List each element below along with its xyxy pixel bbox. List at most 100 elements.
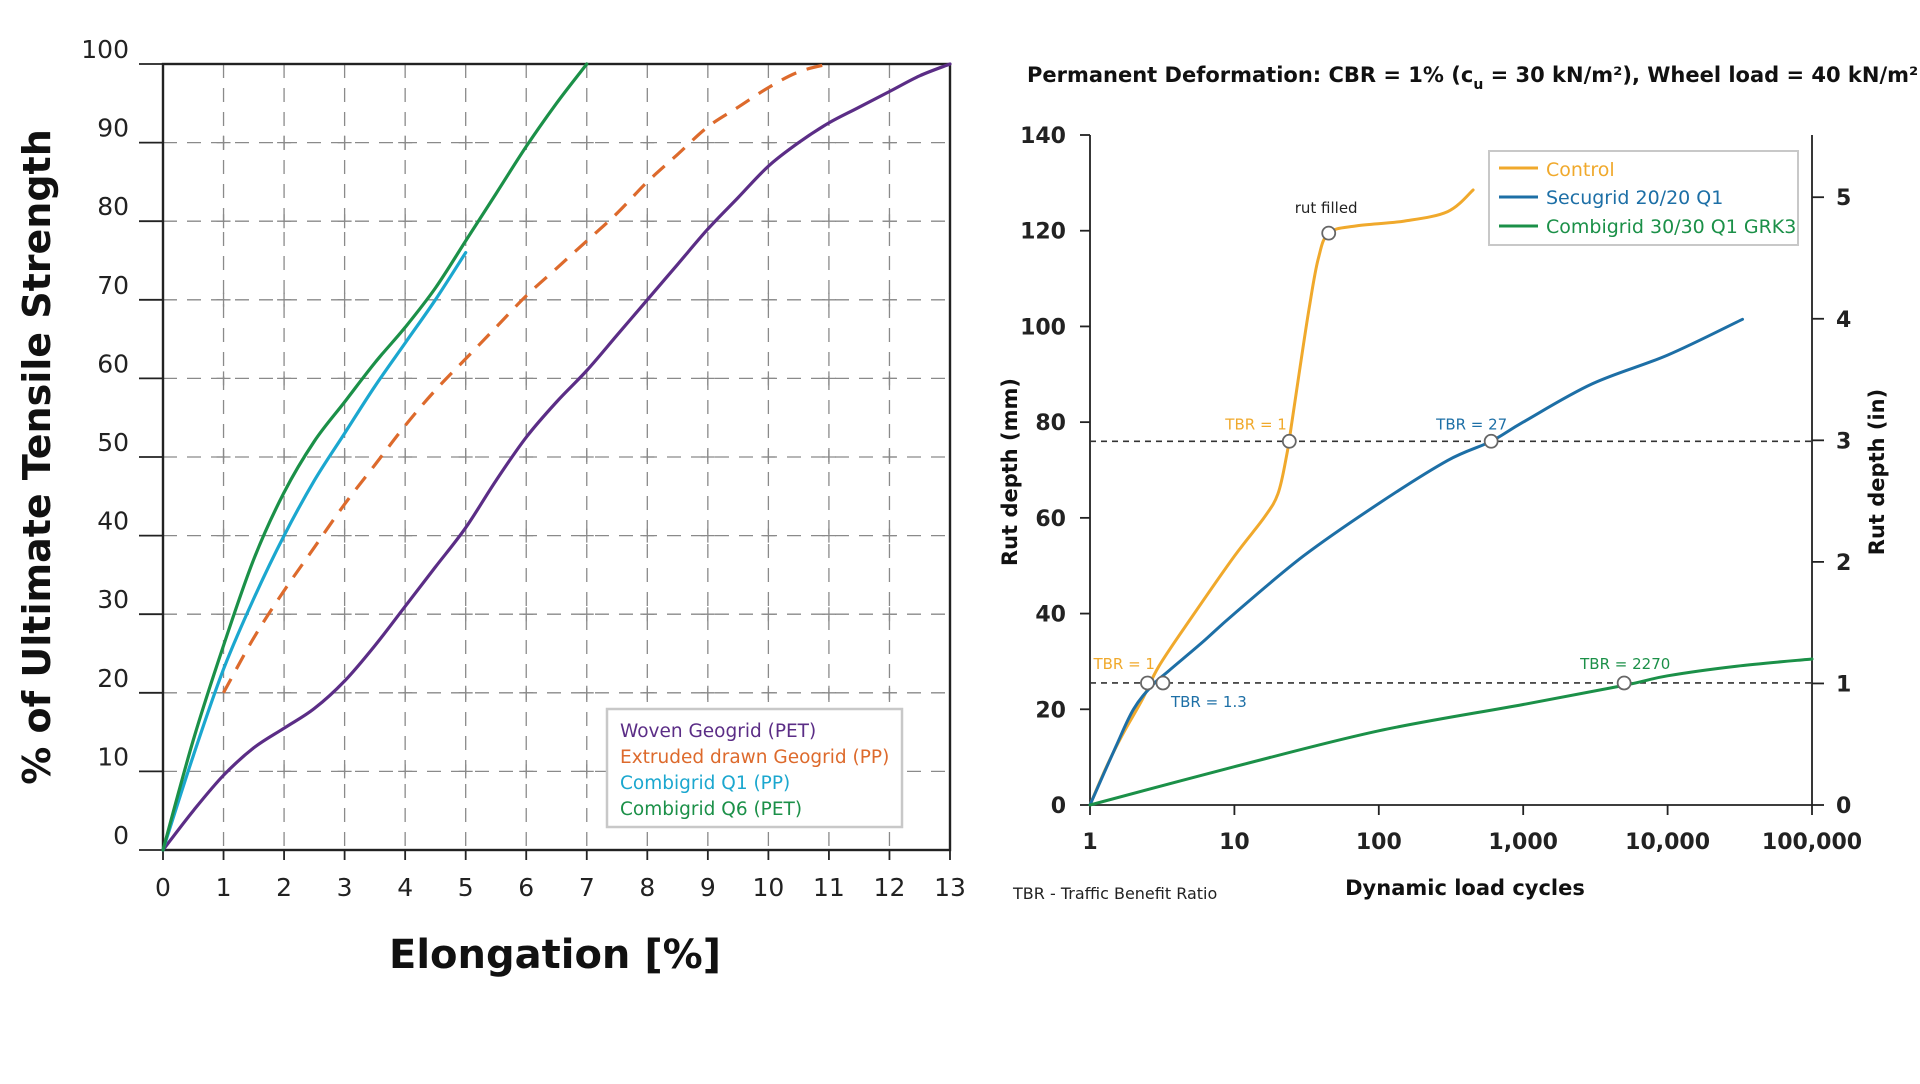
tensile-grid-cross (882, 214, 897, 229)
rut-y2-tick-label: 2 (1836, 551, 1851, 576)
rut-marker-label: TBR = 1 (1092, 655, 1155, 673)
rut-y2-tick-label: 3 (1836, 429, 1851, 454)
rut-title-middle: = 30 kN/m²), Wheel load = 40 kN/m² (1483, 63, 1918, 87)
tensile-grid-cross (519, 450, 534, 464)
rut-marker-label: TBR = 27 (1435, 415, 1507, 433)
tensile-grid-cross (458, 450, 473, 464)
tensile-grid-cross (882, 371, 897, 386)
tensile-grid-cross (458, 135, 473, 150)
tensile-grid-cross (640, 135, 655, 150)
tensile-grid-cross (882, 607, 897, 622)
tensile-grid-cross (579, 292, 594, 307)
tensile-grid-cross (337, 607, 352, 622)
tensile-grid-cross (579, 371, 594, 386)
tensile-grid-cross (640, 685, 655, 700)
tensile-grid-cross (519, 214, 534, 229)
tensile-grid-cross (761, 528, 776, 543)
tensile-grid-cross (579, 607, 594, 622)
tensile-grid-cross (700, 214, 715, 229)
rut-y2-axis-label: Rut depth (in) (1865, 389, 1889, 555)
tensile-grid-cross (458, 214, 473, 229)
rut-legend-box (1488, 150, 1799, 246)
tensile-series (161, 62, 952, 852)
tensile-grid-cross (821, 685, 836, 700)
rut-y-tick-label: 20 (1035, 698, 1066, 723)
tensile-y-tick-label: 0 (113, 821, 129, 850)
tensile-grid-cross (761, 292, 776, 307)
tensile-grid-cross (761, 607, 776, 622)
rut-marker (1321, 225, 1337, 241)
rut-marker-label: rut filled (1295, 199, 1358, 217)
legend-secugrid: Secugrid 20/20 Q1 (1546, 187, 1723, 209)
tensile-grid-cross (761, 685, 776, 700)
tensile-grid-cross (398, 685, 413, 700)
legend-control: Control (1546, 159, 1615, 181)
tensile-grid-cross (277, 685, 292, 700)
tensile-grid-cross (337, 371, 352, 386)
tensile-grid-cross (519, 607, 534, 622)
tensile-grid-cross (337, 528, 352, 543)
rut-y-tick-label: 140 (1020, 124, 1066, 149)
tensile-y-tick-label: 10 (97, 742, 129, 771)
tensile-grid-cross (640, 607, 655, 622)
tensile-series-combigrid-q1-pp (161, 251, 468, 852)
rut-marker-label: TBR = 1.3 (1170, 693, 1247, 711)
tensile-grid-cross (398, 528, 413, 543)
tensile-grid-cross (398, 764, 413, 779)
tensile-grid-cross (216, 450, 231, 464)
tensile-grid-cross (519, 528, 534, 543)
rut-series-combigrid-30-30-q1-grk3 (1088, 657, 1814, 807)
tensile-grid-cross (398, 450, 413, 464)
rut-x-tick-label: 100,000 (1762, 830, 1862, 855)
tensile-grid-cross (821, 528, 836, 543)
tensile-x-tick-label: 9 (700, 873, 716, 902)
tensile-grid-cross (882, 528, 897, 543)
tensile-legend-box (605, 707, 904, 829)
rut-marker (1140, 675, 1155, 691)
tensile-grid-cross (519, 685, 534, 700)
tensile-grid (163, 64, 950, 850)
rut-y2-tick-label: 4 (1836, 308, 1851, 333)
tensile-series-extruded-drawn-geogrid-pp (222, 62, 830, 694)
rut-y2-tick-label: 0 (1836, 794, 1851, 819)
tensile-grid-cross (640, 450, 655, 464)
tensile-grid-cross (821, 607, 836, 622)
rut-series-secugrid-20-20-q1 (1088, 317, 1744, 807)
tensile-x-tick-label: 2 (276, 873, 292, 902)
rut-x-tick-label: 100 (1356, 830, 1402, 855)
tensile-x-axis-label: Elongation [%] (389, 932, 721, 978)
rut-y-axis-label: Rut depth (mm) (998, 378, 1022, 566)
tensile-x-tick-label: 5 (458, 873, 474, 902)
tensile-x-tick-label: 1 (216, 873, 232, 902)
tensile-series-woven-geogrid-pet (161, 62, 952, 852)
rut-marker (1281, 433, 1297, 449)
rut-x-tick-label: 1 (1082, 830, 1097, 855)
tensile-grid-cross (821, 214, 836, 229)
rut-series (1088, 188, 1814, 807)
tensile-y-tick-label: 90 (97, 114, 129, 143)
tensile-grid-cross (700, 528, 715, 543)
tensile-grid-cross (519, 764, 534, 779)
rut-y-tick-label: 60 (1035, 507, 1066, 532)
tensile-grid-cross (216, 607, 231, 622)
tensile-x-tick-label: 3 (337, 873, 353, 902)
tensile-y-tick-label: 40 (97, 507, 129, 536)
tensile-grid-cross (579, 135, 594, 150)
rut-marker (1483, 433, 1499, 449)
tensile-x-tick-label: 11 (813, 873, 845, 902)
tensile-grid-cross (640, 371, 655, 386)
legend-combigrid-q6: Combigrid Q6 (PET) (620, 799, 802, 820)
tensile-grid-cross (700, 685, 715, 700)
tensile-grid-cross (882, 450, 897, 464)
tensile-grid-cross (458, 371, 473, 386)
rut-series-control (1088, 188, 1475, 807)
tensile-x-tick-label: 12 (874, 873, 906, 902)
tensile-grid-cross (700, 135, 715, 150)
tensile-grid-cross (337, 685, 352, 700)
tensile-y-tick-label: 30 (97, 585, 129, 614)
tensile-grid-cross (882, 292, 897, 307)
tensile-grid-cross (579, 450, 594, 464)
tensile-grid-cross (277, 135, 292, 150)
